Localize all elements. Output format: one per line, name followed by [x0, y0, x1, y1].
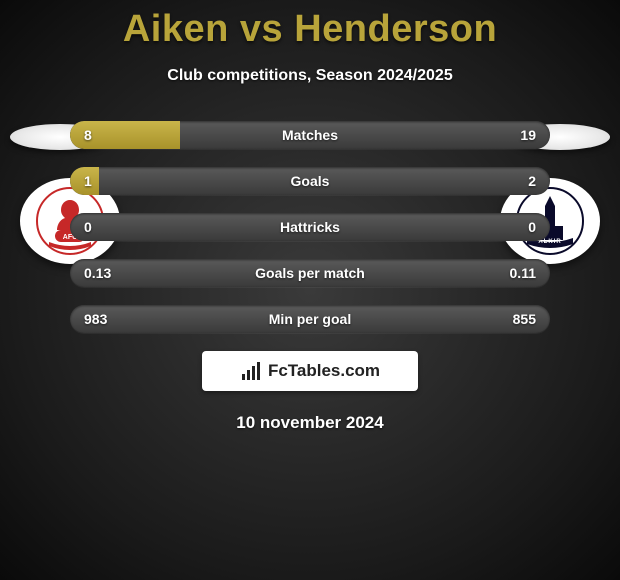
stat-label: Goals per match: [70, 259, 550, 287]
stat-row: 0Hattricks0: [70, 213, 550, 241]
stat-value-right: 0: [528, 213, 536, 241]
logo-text: FcTables.com: [268, 361, 380, 381]
stat-value-right: 0.11: [510, 259, 536, 287]
stat-label: Goals: [70, 167, 550, 195]
stat-row: 8Matches19: [70, 121, 550, 149]
stat-row: 0.13Goals per match0.11: [70, 259, 550, 287]
stats-container: 8Matches19 1Goals2 0Hattricks0 0.13Goals pe…: [70, 121, 550, 333]
date-text: 10 november 2024: [0, 413, 620, 433]
subtitle: Club competitions, Season 2024/2025: [0, 67, 620, 85]
fctables-logo[interactable]: FcTables.com: [202, 351, 418, 391]
stat-row: 1Goals2: [70, 167, 550, 195]
page-title: Aiken vs Henderson: [0, 0, 620, 51]
stat-value-right: 855: [513, 305, 536, 333]
stat-value-right: 19: [520, 121, 536, 149]
chart-icon: [240, 360, 262, 382]
stat-label: Min per goal: [70, 305, 550, 333]
stat-row: 983Min per goal855: [70, 305, 550, 333]
stat-label: Matches: [70, 121, 550, 149]
stat-label: Hattricks: [70, 213, 550, 241]
stat-value-right: 2: [528, 167, 536, 195]
